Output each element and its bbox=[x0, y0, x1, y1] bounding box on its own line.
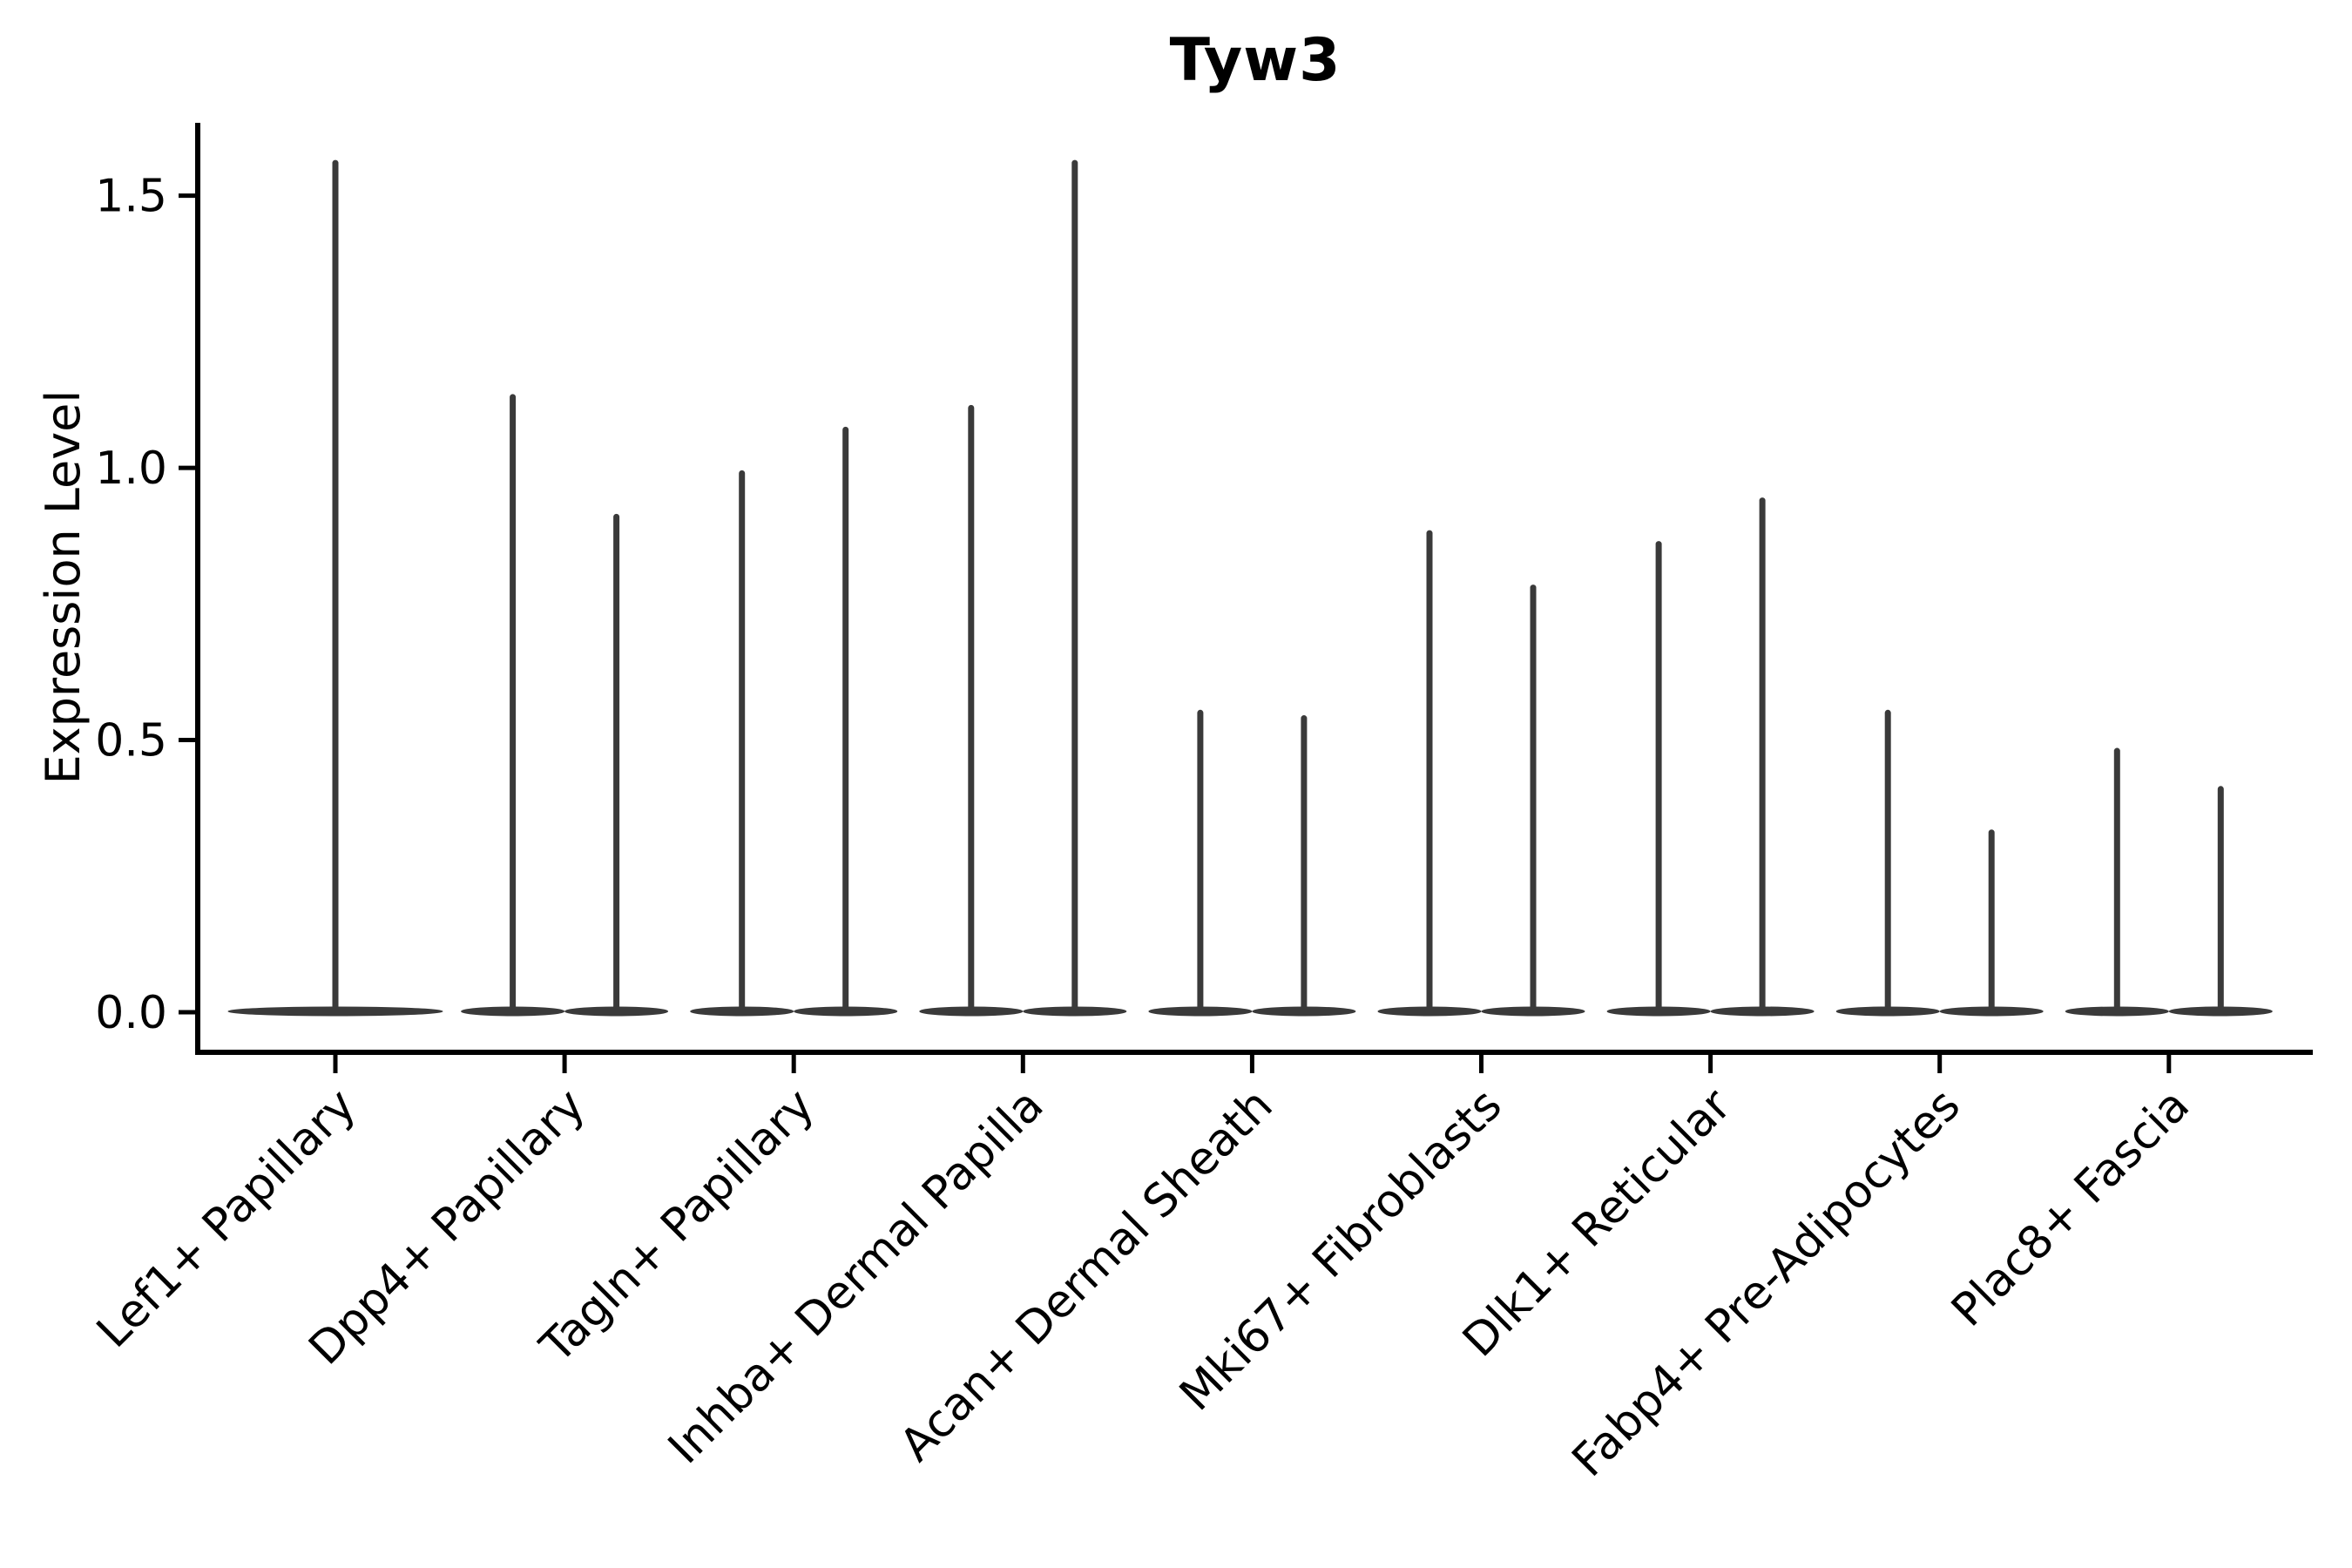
y-tick-label: 0.0 bbox=[95, 987, 167, 1039]
y-tick-label: 0.5 bbox=[95, 715, 167, 767]
y-tick-label: 1.0 bbox=[95, 443, 167, 495]
x-category-label: Acan+ Dermal Sheath bbox=[890, 1079, 1283, 1472]
chart-title: Tyw3 bbox=[1169, 26, 1342, 95]
x-category-label: Inhba+ Dermal Papilla bbox=[659, 1079, 1053, 1474]
x-category-label: Plac8+ Fascia bbox=[1942, 1079, 2200, 1337]
x-category-label: Fabp4+ Pre-Adipocytes bbox=[1563, 1079, 1970, 1487]
y-tick-label: 1.5 bbox=[95, 171, 167, 223]
